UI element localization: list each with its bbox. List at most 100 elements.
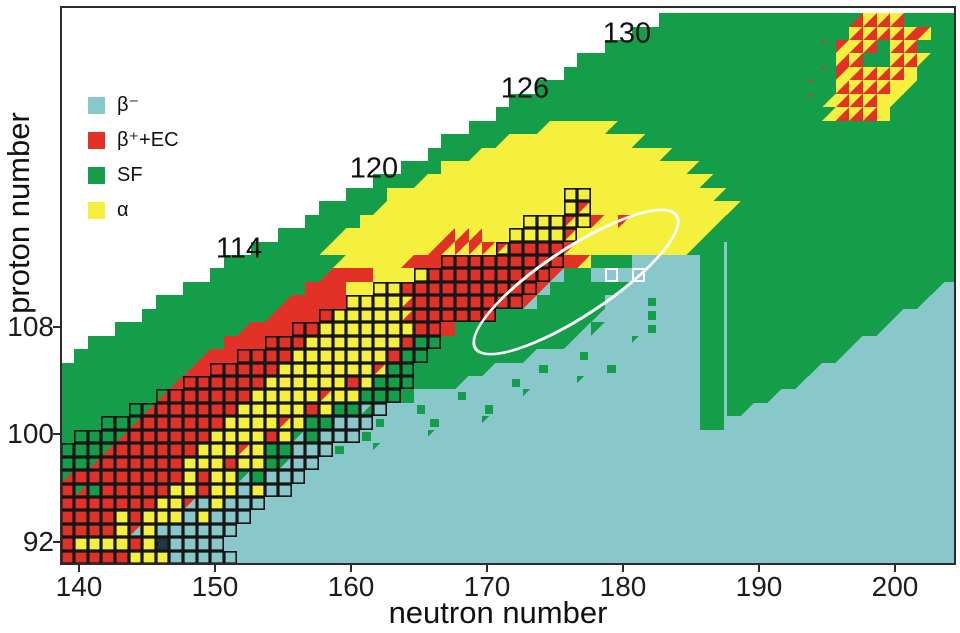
nuclide-cell (400, 537, 415, 551)
nuclide-cell (740, 470, 755, 484)
nuclide-cell (373, 228, 387, 242)
nuclide-cell (523, 107, 537, 121)
nuclide-cell (196, 335, 211, 350)
nuclide-cell (332, 349, 347, 363)
nuclide-cell (577, 147, 591, 161)
nuclide-cell (577, 429, 591, 444)
nuclide-cell (359, 187, 374, 202)
nuclide-cell (672, 53, 687, 67)
nuclide-cell (223, 376, 238, 390)
nuclide-cell (387, 523, 401, 538)
nuclide-cell (101, 335, 115, 350)
nuclide-cell (659, 496, 673, 511)
nuclide-cell (142, 376, 156, 390)
nuclide-cell (917, 40, 931, 54)
nuclide-cell (291, 241, 306, 256)
nuclide-cell (468, 308, 483, 323)
nuclide-cell (795, 187, 809, 202)
nuclide-cell (795, 523, 809, 538)
x-tick-mark (214, 565, 216, 572)
nuclide-cell (62, 362, 75, 376)
nuclide-cell (563, 550, 578, 563)
nuclide-cell (101, 550, 115, 563)
nuclide-cell (808, 470, 823, 484)
nuclide-cell (373, 510, 387, 524)
nuclide-cell (128, 429, 143, 444)
nuclide-cell (863, 134, 877, 148)
nuclide-cell (795, 26, 809, 40)
nuclide-cell (740, 537, 755, 551)
nuclide-cell (631, 281, 646, 296)
nuclide-cell (591, 255, 605, 269)
nuclide-cell (808, 26, 823, 40)
nuclide-cell (482, 523, 496, 538)
nuclide-cell (346, 214, 360, 229)
nuclide-cell (291, 295, 306, 309)
nuclide-cell (618, 416, 632, 430)
nuclide-cell (631, 362, 646, 376)
nuclide-cell (387, 483, 401, 497)
nuclide-cell (523, 510, 537, 524)
nuclide-cell (890, 80, 904, 94)
nuclide-cell (890, 174, 904, 188)
nuclide-cell (563, 107, 578, 121)
nuclide-cell (346, 322, 360, 336)
nuclide-cell (319, 537, 333, 551)
nuclide-cell (618, 335, 632, 350)
nuclide-cell (536, 134, 551, 148)
nuclide-cell (509, 187, 523, 202)
nuclide-cell (903, 214, 918, 229)
nuclide-cell (767, 174, 782, 188)
nuclide-cell (795, 496, 809, 511)
legend-label: SF (117, 164, 143, 186)
nuclide-cell (373, 281, 387, 296)
nuclide-cell (482, 147, 496, 161)
nuclide-cell (863, 349, 877, 363)
nuclide-cell (414, 510, 428, 524)
nuclide-cell (659, 416, 673, 430)
nuclide-cell (482, 268, 496, 282)
nuclide-cell (944, 537, 954, 551)
nuclide-cell (455, 134, 469, 148)
nuclide-cell (237, 550, 251, 563)
nuclide-cell (427, 470, 442, 484)
nuclide-cell (931, 349, 945, 363)
nuclide-cell (523, 456, 537, 471)
nuclide-cell (550, 214, 564, 229)
nuclide-cell (618, 40, 632, 54)
nuclide-cell (482, 550, 496, 563)
nuclide-cell (455, 174, 469, 188)
nuclide-cell (931, 147, 945, 161)
nuclide-cell (944, 40, 954, 54)
nuclide-cell (781, 40, 795, 54)
nuclide-cell (359, 362, 374, 376)
nuclide-cell (876, 107, 891, 121)
nuclide-cell (495, 255, 510, 269)
nuclide-cell (713, 510, 727, 524)
nuclide-cell (291, 456, 306, 471)
nuclide-cell (427, 160, 442, 175)
nuclide-cell (74, 510, 88, 524)
nuclide-cell (373, 456, 387, 471)
nuclide-cell (319, 362, 333, 376)
nuclide-cell (645, 429, 659, 444)
nuclide-cell (346, 483, 360, 497)
nuclide-cell (155, 550, 170, 563)
nuclide-cell (591, 470, 605, 484)
nuclide-cell (550, 429, 564, 444)
sf-square-inset (484, 405, 494, 414)
nuclide-cell (468, 295, 483, 309)
nuclide-cell (291, 550, 306, 563)
nuclide-cell (849, 147, 863, 161)
nuclide-cell (387, 362, 401, 376)
nuclide-cell (291, 389, 306, 403)
nuclide-cell (767, 308, 782, 323)
nuclide-cell (523, 160, 537, 175)
sf-square-inset (416, 405, 426, 414)
nuclide-cell (876, 496, 891, 511)
nuclide-cell (740, 550, 755, 563)
nuclide-cell (713, 187, 727, 202)
nuclide-cell (645, 40, 659, 54)
nuclide-cell (346, 255, 360, 269)
nuclide-cell (536, 389, 551, 403)
